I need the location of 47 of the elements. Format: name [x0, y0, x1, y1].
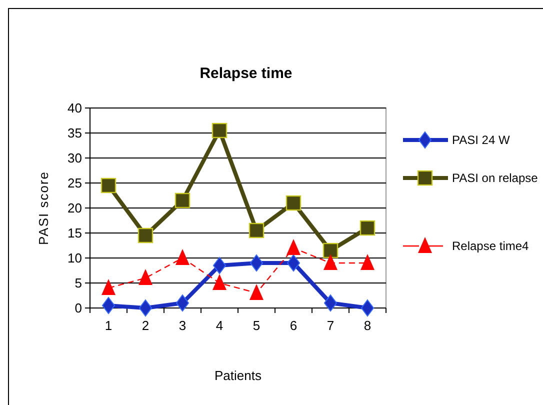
point: [174, 192, 190, 208]
point: [250, 284, 264, 300]
y-tick-label: 40: [68, 100, 82, 116]
point: [287, 254, 300, 272]
point: [212, 122, 228, 138]
y-tick-label: 25: [68, 176, 82, 191]
x-tick-label: 3: [178, 318, 186, 333]
point: [324, 254, 338, 270]
legend-label: PASI 24 W: [452, 133, 510, 148]
point: [176, 249, 190, 265]
point: [324, 294, 337, 312]
point: [102, 297, 115, 314]
point: [361, 300, 374, 316]
point: [138, 228, 154, 244]
point: [139, 300, 152, 316]
y-tick-label: 15: [68, 226, 82, 241]
x-tick-label: 8: [364, 318, 372, 333]
y-tick-label: 5: [74, 276, 82, 291]
x-tick-label: 1: [104, 318, 112, 333]
y-axis-title: PASI score: [36, 170, 51, 246]
y-tick-label: 10: [68, 250, 82, 266]
y-tick-label: 0: [74, 300, 82, 316]
y-tick-label: 20: [68, 200, 82, 216]
x-tick-label: 5: [252, 318, 260, 333]
legend-label: Relapse time4: [452, 239, 530, 254]
point: [212, 274, 226, 290]
x-tick-label: 6: [290, 318, 298, 333]
point: [360, 220, 376, 236]
y-tick-label: 35: [68, 126, 82, 141]
point: [248, 222, 264, 238]
x-tick-label: 7: [326, 318, 334, 333]
point: [138, 269, 152, 285]
point: [100, 178, 116, 194]
chart-title: Relapse time: [200, 65, 292, 82]
point: [213, 257, 226, 274]
point: [250, 254, 263, 272]
point: [176, 294, 189, 312]
legend-label: PASI on relapse: [452, 171, 538, 186]
point: [286, 195, 302, 211]
point: [322, 242, 338, 258]
point: [102, 279, 116, 295]
point: [360, 254, 374, 270]
x-tick-label: 2: [142, 318, 150, 333]
x-tick-label: 4: [216, 318, 224, 333]
point: [286, 239, 300, 255]
x-axis-title: Patients: [214, 368, 262, 383]
y-tick-label: 30: [68, 150, 82, 166]
